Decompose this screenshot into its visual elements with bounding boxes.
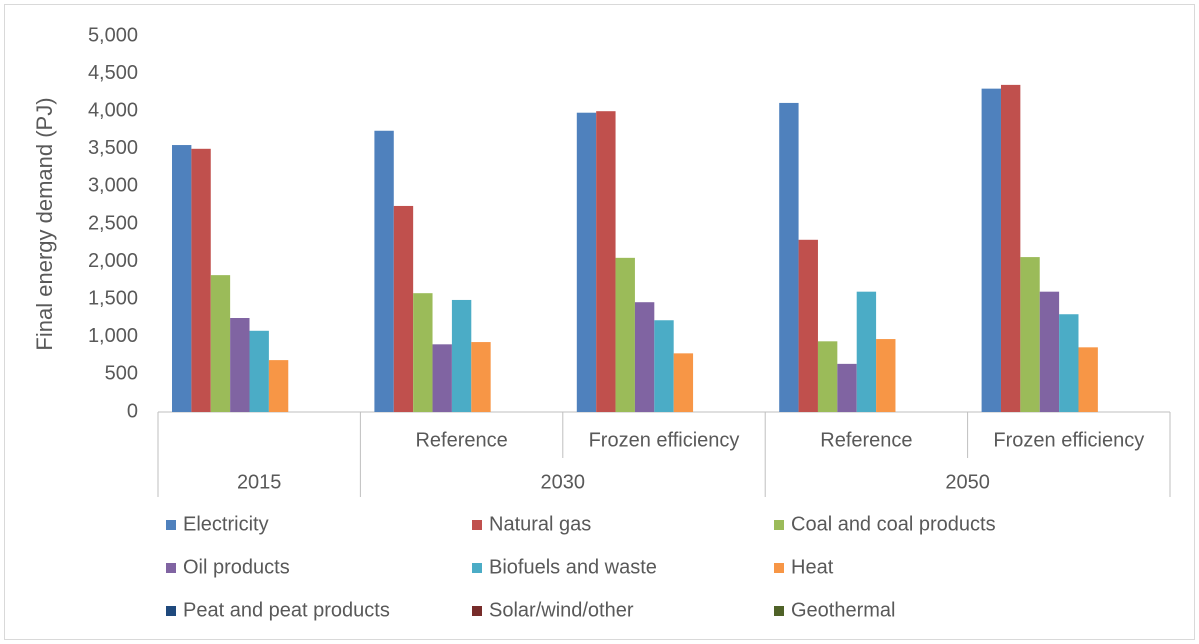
legend-label: Peat and peat products (183, 599, 390, 621)
bar (673, 353, 694, 412)
bar (654, 320, 674, 412)
bar (268, 360, 289, 412)
bar (981, 88, 1001, 412)
y-tick-label: 1,500 (88, 287, 138, 309)
legend-swatch (774, 520, 784, 530)
group-label: 2015 (237, 471, 282, 493)
legend-swatch (774, 606, 784, 616)
bar (172, 145, 192, 413)
bar (191, 148, 211, 413)
group-label: 2030 (541, 471, 586, 493)
y-tick-label: 3,000 (88, 175, 138, 197)
legend-label: Oil products (183, 556, 290, 578)
legend-label: Biofuels and waste (489, 556, 657, 578)
legend-swatch (774, 563, 784, 573)
bar (432, 344, 452, 412)
bar (451, 299, 472, 412)
bar (876, 339, 896, 412)
x-tick-label: Reference (820, 429, 912, 451)
y-tick-label: 2,000 (88, 250, 138, 272)
legend-label: Solar/wind/other (489, 599, 634, 621)
legend-swatch (472, 606, 482, 616)
bar (230, 318, 250, 412)
bar (471, 342, 491, 412)
legend-swatch (472, 520, 482, 530)
bar (413, 293, 433, 412)
x-tick-label: Frozen efficiency (589, 429, 740, 451)
legend-swatch (166, 606, 176, 616)
y-tick-label: 4,500 (88, 62, 138, 84)
bar (1039, 291, 1060, 412)
bar (634, 302, 655, 412)
x-tick-label: Reference (415, 429, 507, 451)
y-tick-label: 1,000 (88, 325, 138, 347)
bar (210, 275, 231, 412)
y-tick-label: 5,000 (88, 24, 138, 46)
bar (1078, 347, 1098, 412)
y-axis-title: Final energy demand (PJ) (32, 97, 57, 350)
bar (798, 239, 818, 412)
legend-label: Natural gas (489, 513, 591, 535)
y-tick-label: 4,000 (88, 99, 138, 121)
bar (779, 102, 799, 412)
y-tick-label: 2,500 (88, 212, 138, 234)
x-tick-label: Frozen efficiency (993, 429, 1144, 451)
legend-label: Electricity (183, 513, 269, 535)
bar (817, 341, 838, 412)
legend-swatch (166, 563, 176, 573)
y-tick-label: 500 (105, 363, 138, 385)
bar (856, 291, 877, 412)
y-tick-label: 3,500 (88, 137, 138, 159)
bar (576, 112, 597, 412)
bar (837, 363, 857, 412)
legend-label: Geothermal (791, 599, 896, 621)
bar (1059, 314, 1079, 412)
y-tick-label: 0 (127, 400, 138, 422)
bar (249, 330, 269, 412)
bar (393, 205, 414, 412)
bar (615, 257, 635, 412)
legend-swatch (472, 563, 482, 573)
legend-label: Heat (791, 556, 834, 578)
bar (1020, 257, 1040, 412)
bar (1000, 84, 1021, 412)
legend-label: Coal and coal products (791, 513, 996, 535)
legend-swatch (166, 520, 176, 530)
group-label: 2050 (945, 471, 990, 493)
bar (374, 130, 394, 412)
bar (596, 111, 616, 412)
